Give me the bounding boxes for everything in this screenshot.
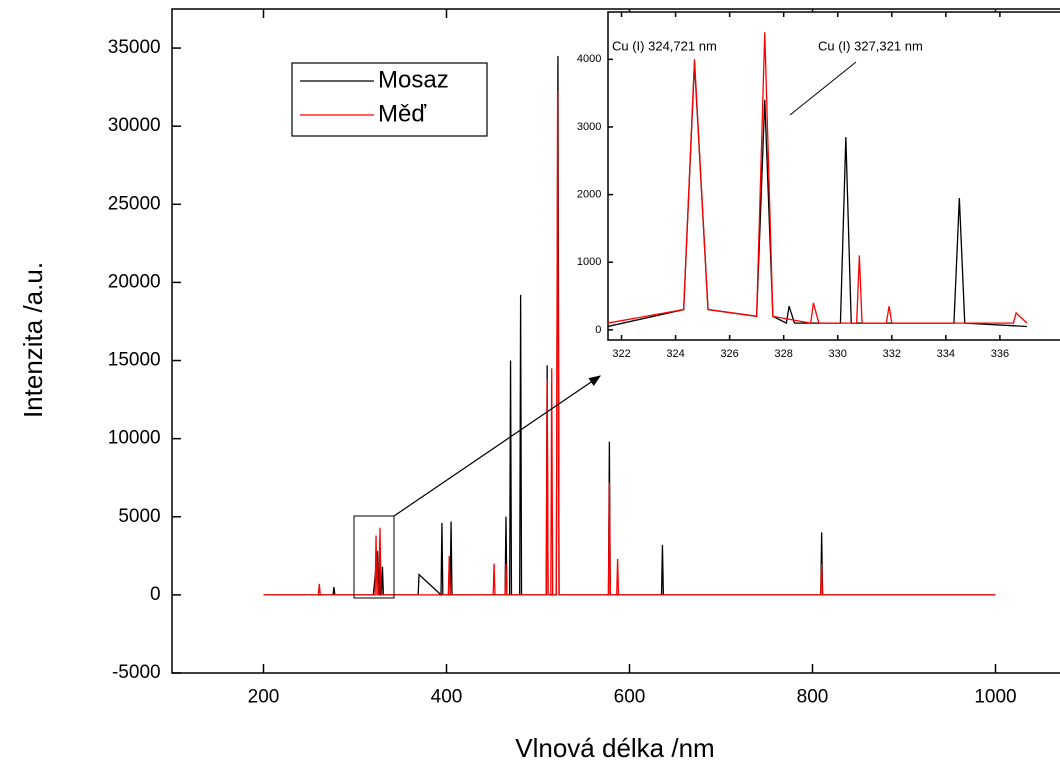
x-tick-label: 330 <box>829 348 847 360</box>
annotation-pointer <box>789 61 857 116</box>
x-tick-label: 336 <box>991 348 1009 360</box>
y-tick-label: 5000 <box>118 506 160 527</box>
y-tick-label: 15000 <box>108 350 161 371</box>
x-tick-label: 800 <box>797 687 829 708</box>
zoom-arrow <box>393 375 601 517</box>
x-tick-label: 1000 <box>974 687 1016 708</box>
x-tick-label: 400 <box>431 687 463 708</box>
legend-label: Měď <box>378 100 426 127</box>
legend-box <box>291 62 488 137</box>
series-line <box>608 32 1028 324</box>
x-tick-label: 200 <box>248 687 280 708</box>
x-tick-label: 328 <box>774 348 792 360</box>
y-tick-label: 0 <box>150 584 161 605</box>
annotation: Cu (I) 324,721 nm <box>612 38 717 53</box>
x-tick-label: 600 <box>614 687 646 708</box>
x-tick-label: 332 <box>883 348 901 360</box>
y-tick-label: 10000 <box>108 428 161 449</box>
y-tick-label: 25000 <box>108 193 161 214</box>
legend-label: Mosaz <box>378 66 449 93</box>
y-tick-label: -5000 <box>112 662 161 683</box>
x-axis-label: Vlnová délka /nm <box>515 733 714 763</box>
y-tick-label: 2000 <box>577 189 601 201</box>
x-tick-label: 322 <box>612 348 630 360</box>
x-tick-label: 334 <box>937 348 955 360</box>
plot-area <box>607 11 1060 341</box>
y-tick-label: 3000 <box>577 121 601 133</box>
y-tick-label: 35000 <box>108 37 161 58</box>
y-axis-label: Intenzita /a.u. <box>18 262 48 418</box>
annotation: Cu (I) 327,321 nm <box>818 38 923 53</box>
y-tick-label: 4000 <box>577 53 601 65</box>
series-line <box>263 90 996 596</box>
y-tick-label: 20000 <box>108 271 161 292</box>
y-tick-label: 1000 <box>577 256 601 268</box>
zoom-box <box>353 515 395 599</box>
x-tick-label: 324 <box>666 348 684 360</box>
x-tick-label: 326 <box>720 348 738 360</box>
y-tick-label: 0 <box>595 324 601 336</box>
y-tick-label: 30000 <box>108 115 161 136</box>
